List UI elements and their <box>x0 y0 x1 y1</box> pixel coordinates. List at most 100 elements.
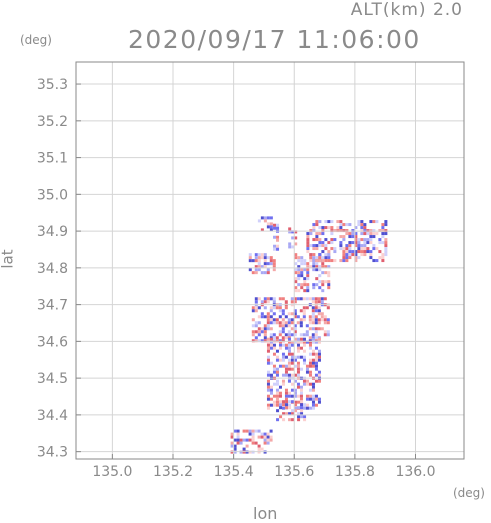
echo-cell <box>287 318 291 322</box>
echo-cell <box>317 306 321 310</box>
echo-cell <box>308 397 312 401</box>
echo-cell <box>312 262 316 266</box>
echo-cell <box>266 225 270 229</box>
echo-cell <box>314 336 318 340</box>
echo-cell <box>327 253 331 257</box>
echo-cell <box>369 253 373 257</box>
echo-cell <box>251 309 255 313</box>
echo-cell <box>297 259 301 263</box>
echo-cell <box>273 247 277 251</box>
echo-cell <box>284 394 288 398</box>
echo-cell <box>297 265 301 269</box>
echo-cell <box>300 400 304 404</box>
echo-cell <box>339 223 343 227</box>
echo-cell <box>278 364 282 368</box>
echo-cell <box>312 253 316 257</box>
echo-cell <box>324 226 328 230</box>
echo-cell <box>312 244 316 248</box>
echo-cell <box>263 262 267 266</box>
echo-cell <box>360 229 364 233</box>
echo-cell <box>366 250 370 254</box>
echo-cell <box>290 343 294 347</box>
echo-cell <box>287 394 291 398</box>
echo-cell <box>357 250 361 254</box>
echo-cell <box>327 271 331 275</box>
echo-cell <box>293 309 297 313</box>
echo-cell <box>311 388 315 392</box>
echo-cell <box>293 355 297 359</box>
echo-cell <box>311 406 315 410</box>
echo-cell <box>315 259 319 263</box>
echo-cell <box>251 432 255 436</box>
echo-cell <box>309 265 313 269</box>
echo-cell <box>302 337 306 341</box>
echo-cell <box>369 250 373 254</box>
echo-cell <box>230 441 234 445</box>
echo-cell <box>348 232 352 236</box>
echo-cell <box>300 412 304 416</box>
echo-cell <box>239 441 243 445</box>
echo-cell <box>339 235 343 239</box>
echo-cell <box>290 333 294 337</box>
echo-cell <box>302 297 306 301</box>
echo-cell <box>321 256 325 260</box>
echo-cell <box>272 339 276 343</box>
echo-cell <box>299 394 303 398</box>
echo-cell <box>311 333 315 337</box>
echo-cell <box>378 238 382 242</box>
echo-cell <box>327 286 331 290</box>
echo-cell <box>279 400 283 404</box>
echo-cell <box>299 385 303 389</box>
altitude-label: ALT(km) 2.0 <box>350 0 463 20</box>
echo-cell <box>275 379 279 383</box>
echo-cell <box>381 259 385 263</box>
echo-cell <box>312 247 316 251</box>
echo-cell <box>314 306 318 310</box>
echo-cell <box>282 412 286 416</box>
echo-cell <box>296 361 300 365</box>
echo-cell <box>272 346 276 350</box>
echo-cell <box>293 406 297 410</box>
echo-cell <box>287 367 291 371</box>
echo-cell <box>317 340 321 344</box>
echo-cell <box>323 333 327 337</box>
echo-cell <box>269 391 273 395</box>
echo-cell <box>275 355 279 359</box>
echo-cell <box>288 406 292 410</box>
echo-cell <box>306 277 310 281</box>
echo-cell <box>254 265 258 269</box>
echo-cell <box>354 226 358 230</box>
echo-cell <box>314 340 318 344</box>
echo-cell <box>312 226 316 230</box>
echo-cell <box>300 409 304 413</box>
echo-cell <box>266 355 270 359</box>
y-tick-label: 34.7 <box>37 298 68 314</box>
echo-cell <box>339 229 343 233</box>
echo-cell <box>302 340 306 344</box>
echo-cell <box>299 324 303 328</box>
echo-cell <box>306 241 310 245</box>
echo-cell <box>324 265 328 269</box>
echo-cell <box>384 238 388 242</box>
echo-cell <box>311 397 315 401</box>
echo-cell <box>324 256 328 260</box>
echo-cell <box>324 259 328 263</box>
echo-cell <box>375 232 379 236</box>
echo-cell <box>251 318 255 322</box>
echo-cell <box>281 312 285 316</box>
echo-cell <box>269 321 273 325</box>
echo-cell <box>281 336 285 340</box>
echo-cell <box>269 216 273 220</box>
echo-cell <box>266 327 270 331</box>
echo-cell <box>269 222 273 226</box>
echo-cell <box>281 324 285 328</box>
echo-cell <box>278 343 282 347</box>
echo-cell <box>281 406 285 410</box>
echo-cell <box>300 286 304 290</box>
echo-cell <box>230 444 234 448</box>
echo-cell <box>308 394 312 398</box>
echo-cell <box>263 333 267 337</box>
echo-cell <box>291 236 295 240</box>
echo-cell <box>384 229 388 233</box>
echo-cell <box>303 415 307 419</box>
